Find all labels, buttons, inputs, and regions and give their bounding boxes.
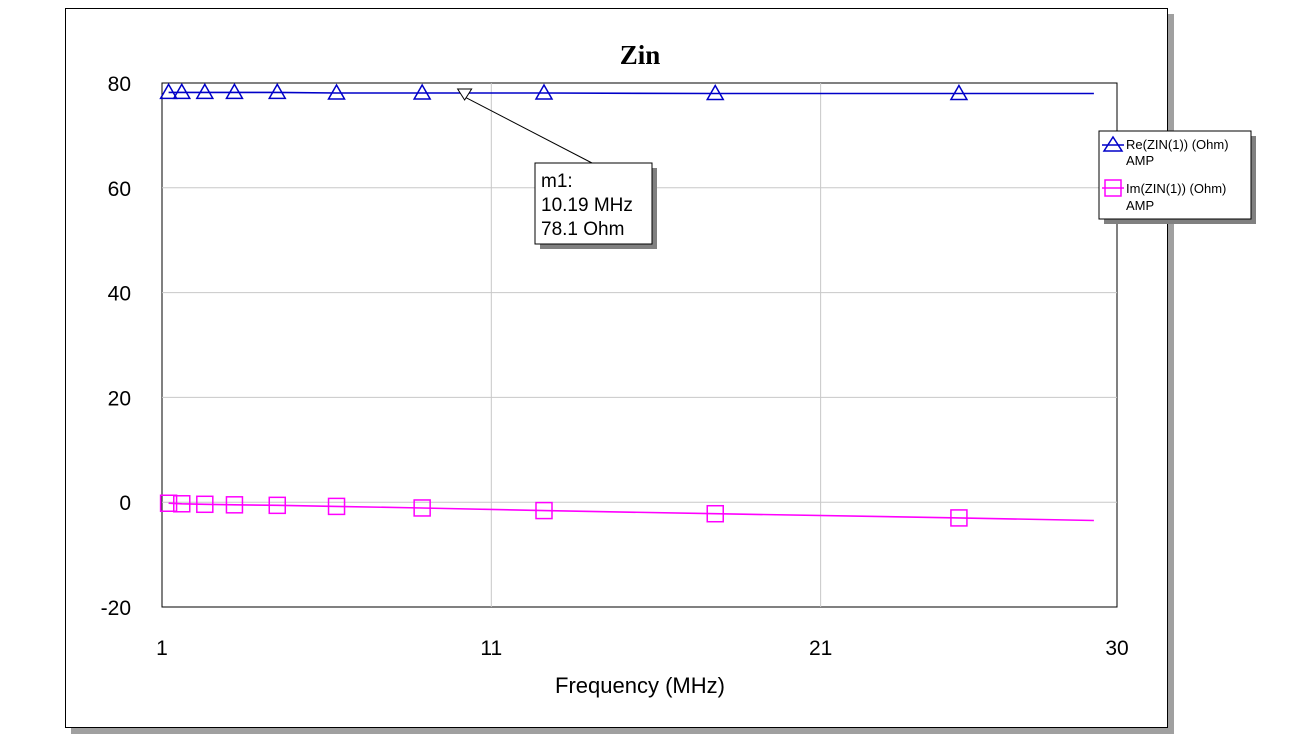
legend-entry-re: Re(ZIN(1)) (Ohm) AMP <box>1102 135 1229 168</box>
legend-square-icon <box>1104 179 1122 197</box>
data-point-im <box>950 509 968 527</box>
marker-frequency: 10.19 MHz <box>541 195 633 216</box>
y-tick-label: 0 <box>119 492 131 515</box>
series-1 <box>159 494 1094 527</box>
y-tick-label: 60 <box>108 178 131 201</box>
y-tick-label: -20 <box>101 597 131 620</box>
legend-triangle-icon <box>1102 135 1124 152</box>
data-point-re <box>705 83 725 101</box>
data-point-im <box>173 495 191 513</box>
legend: Re(ZIN(1)) (Ohm) AMP Im(ZIN(1)) (Ohm) AM… <box>1098 130 1256 224</box>
data-point-re <box>267 82 287 100</box>
legend-label-im: Im(ZIN(1)) (Ohm) <box>1126 181 1226 196</box>
y-axis-ticks: 80 60 40 20 0 -20 <box>101 73 131 620</box>
marker-leader-line <box>464 96 593 164</box>
data-point-im <box>196 495 214 514</box>
data-point-re <box>195 82 215 100</box>
data-point-re <box>327 83 346 100</box>
legend-label-re: Re(ZIN(1)) (Ohm) <box>1126 137 1229 152</box>
data-point-im <box>535 501 553 520</box>
x-tick-label: 11 <box>480 637 502 660</box>
marker-label: m1: <box>541 171 573 192</box>
legend-sub-im: AMP <box>1126 198 1154 213</box>
data-point-im <box>413 499 431 517</box>
series-line-0 <box>168 91 1094 95</box>
plot-area <box>161 82 1118 608</box>
chart-title: Zin <box>620 40 661 70</box>
legend-entry-im: Im(ZIN(1)) (Ohm) AMP <box>1102 179 1226 213</box>
x-axis-label: Frequency (MHz) <box>555 673 725 698</box>
y-tick-label: 40 <box>108 283 131 306</box>
data-point-re <box>949 83 969 101</box>
x-tick-label: 21 <box>809 637 832 660</box>
series-0 <box>159 82 1094 101</box>
y-tick-label: 80 <box>108 73 131 96</box>
data-point-im <box>268 496 287 515</box>
series-layer <box>159 82 1094 527</box>
data-point-re <box>534 83 554 100</box>
data-point-re <box>172 82 192 100</box>
x-axis-ticks: 1 11 21 30 <box>156 637 1129 660</box>
data-point-re <box>225 82 244 100</box>
data-point-im <box>159 494 178 512</box>
y-tick-label: 20 <box>108 387 131 410</box>
data-point-re <box>159 82 178 100</box>
grid-lines <box>162 83 1117 607</box>
legend-sub-re: AMP <box>1126 153 1154 168</box>
marker-value: 78.1 Ohm <box>541 219 624 240</box>
data-point-re <box>412 83 432 100</box>
marker-m1[interactable]: m1: 10.19 MHz 78.1 Ohm <box>456 88 657 249</box>
marker-m1-symbol <box>456 88 473 101</box>
legend-box <box>1098 130 1252 220</box>
marker-box <box>534 162 653 245</box>
x-tick-label: 1 <box>156 637 168 660</box>
x-tick-label: 30 <box>1105 637 1128 660</box>
data-point-im <box>225 496 244 514</box>
data-point-im <box>327 497 346 516</box>
data-point-im <box>706 504 724 523</box>
